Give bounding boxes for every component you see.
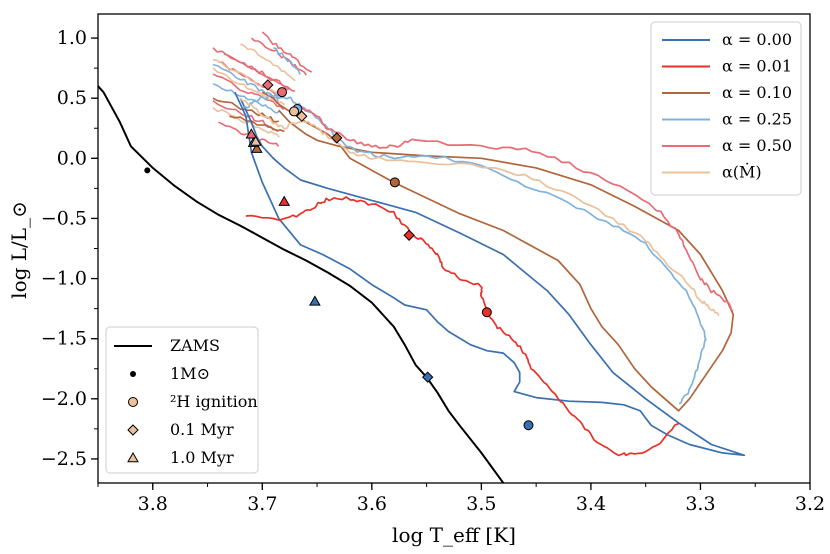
marker-legend: ZAMS 1M⊙ ²H ignition 0.1 Myr 1.0 Myr (105, 326, 259, 474)
x-axis-label: log T_eff [K] (392, 523, 516, 547)
zams-line (98, 84, 505, 483)
y-tick-label: 0.0 (57, 147, 87, 169)
marker-legend-label-0: ZAMS (170, 336, 220, 355)
series-line-1 (245, 196, 680, 457)
marker-legend-label-4: 1.0 Myr (170, 448, 234, 467)
y-tick-label: −1.5 (41, 328, 87, 350)
y-tick-label: −0.5 (41, 207, 87, 229)
fan-line-3-1 (229, 115, 285, 133)
y-axis-label: log L/L_⊙ (7, 201, 31, 299)
h2-ignition-marker-6 (289, 106, 300, 117)
myr-1-0-marker-14 (250, 142, 263, 153)
myr-0-1-marker-8 (403, 229, 415, 241)
myr-0-1-marker-7 (422, 371, 434, 383)
marker-legend-symbol-2 (128, 397, 138, 407)
legend-label-5: α(Ṁ) (722, 162, 762, 182)
fan-line-0-1 (218, 61, 279, 98)
series-line-0 (234, 91, 746, 457)
y-tick-label: −2.0 (41, 388, 87, 410)
fan-line-2-3 (212, 58, 280, 94)
series-legend: α = 0.00 α = 0.01 α = 0.10 α = 0.25 α = 0.50… (650, 21, 802, 196)
series-line-5 (239, 97, 720, 316)
y-tick-label: 1.0 (57, 27, 87, 49)
h2-ignition-marker-3 (389, 177, 400, 188)
marker-legend-label-1: 1M⊙ (170, 364, 210, 383)
fan-line-2-2 (240, 43, 296, 82)
series-line-2 (261, 91, 735, 412)
marker-legend-symbol-3 (127, 424, 139, 436)
legend-label-0: α = 0.00 (722, 30, 792, 49)
series-legend-box (650, 21, 802, 196)
tracks-layer (98, 31, 746, 483)
markers-layer (144, 79, 534, 431)
myr-1-0-marker-16 (245, 128, 258, 139)
series-line-3 (242, 93, 707, 405)
fan-line-0-7 (223, 52, 291, 90)
legend-label-1: α = 0.01 (722, 57, 792, 76)
y-tick-label: −2.5 (41, 448, 87, 470)
axes-layer: 3.8 3.7 3.6 3.5 3.4 3.3 3.2 1.0 0.5 0.0 −0.5 −1.0 −1… (41, 27, 825, 515)
myr-0-1-marker-11 (296, 110, 308, 122)
x-tick-label: 3.2 (795, 493, 825, 515)
h2-ignition-marker-1 (523, 420, 534, 431)
fan-line-1-1 (212, 82, 280, 114)
fan-line-3-0 (212, 97, 279, 123)
legend-label-3: α = 0.25 (722, 110, 792, 129)
fan-line-0-6 (261, 31, 313, 73)
marker-legend-label-2: ²H ignition (170, 392, 258, 411)
x-tick-label: 3.5 (466, 493, 496, 515)
myr-0-1-marker-10 (262, 79, 274, 91)
series-line-4 (294, 103, 734, 313)
marker-legend-box (105, 326, 259, 474)
x-tick-label: 3.8 (138, 493, 168, 515)
myr-0-1-marker-9 (331, 132, 343, 144)
legend-label-4: α = 0.50 (722, 136, 792, 155)
myr-1-0-marker-13 (278, 195, 291, 206)
fan-line-1-2 (273, 46, 301, 75)
one-msun-marker (144, 167, 151, 174)
myr-1-0-marker-17 (249, 135, 262, 146)
y-tick-label: 0.5 (57, 87, 87, 109)
h2-ignition-marker-2 (481, 307, 492, 318)
fan-line-0-2 (212, 73, 285, 111)
marker-legend-label-3: 0.1 Myr (170, 420, 234, 439)
y-tick-label: −1.0 (41, 268, 87, 290)
x-tick-label: 3.6 (357, 493, 387, 515)
myr-1-0-marker-12 (309, 295, 321, 306)
fan-line-1-0 (212, 63, 280, 102)
legend-label-2: α = 0.10 (722, 83, 792, 102)
marker-legend-symbol-1 (130, 371, 136, 377)
h2-ignition-marker-5 (277, 87, 288, 98)
x-tick-label: 3.7 (247, 493, 277, 515)
x-tick-label: 3.4 (576, 493, 606, 515)
marker-legend-symbol-4 (127, 451, 139, 463)
x-tick-label: 3.3 (685, 493, 715, 515)
